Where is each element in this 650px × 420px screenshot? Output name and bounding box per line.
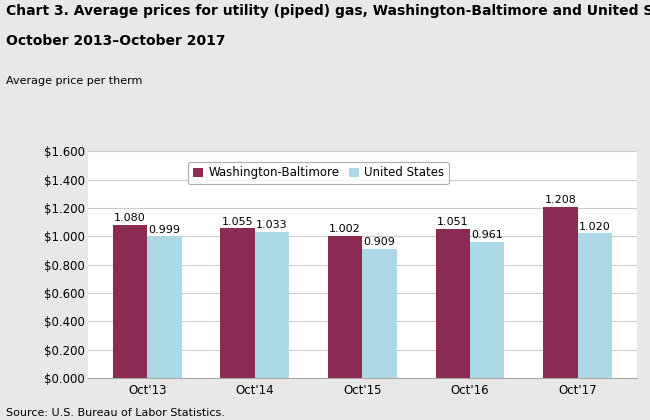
Text: 1.033: 1.033 (256, 220, 288, 230)
Text: Source: U.S. Bureau of Labor Statistics.: Source: U.S. Bureau of Labor Statistics. (6, 408, 226, 418)
Text: 0.999: 0.999 (148, 225, 180, 235)
Text: 0.961: 0.961 (471, 230, 503, 240)
Bar (112, 225, 147, 378)
Text: Chart 3. Average prices for utility (piped) gas, Washington-Baltimore and United: Chart 3. Average prices for utility (pip… (6, 4, 650, 18)
Text: 1.080: 1.080 (114, 213, 146, 223)
Text: 1.208: 1.208 (545, 195, 577, 205)
Text: 1.051: 1.051 (437, 217, 469, 227)
Bar (543, 207, 578, 378)
Text: Average price per therm: Average price per therm (6, 76, 143, 86)
Bar (363, 249, 396, 378)
Bar (328, 236, 363, 378)
Text: October 2013–October 2017: October 2013–October 2017 (6, 34, 226, 47)
Legend: Washington-Baltimore, United States: Washington-Baltimore, United States (188, 162, 448, 184)
Bar (436, 229, 470, 378)
Text: 1.020: 1.020 (579, 222, 611, 232)
Text: 1.055: 1.055 (222, 217, 254, 227)
Bar (147, 236, 181, 378)
Bar (220, 228, 255, 378)
Text: 1.002: 1.002 (330, 224, 361, 234)
Bar (578, 234, 612, 378)
Bar (255, 231, 289, 378)
Bar (470, 242, 504, 378)
Text: 0.909: 0.909 (363, 237, 396, 247)
